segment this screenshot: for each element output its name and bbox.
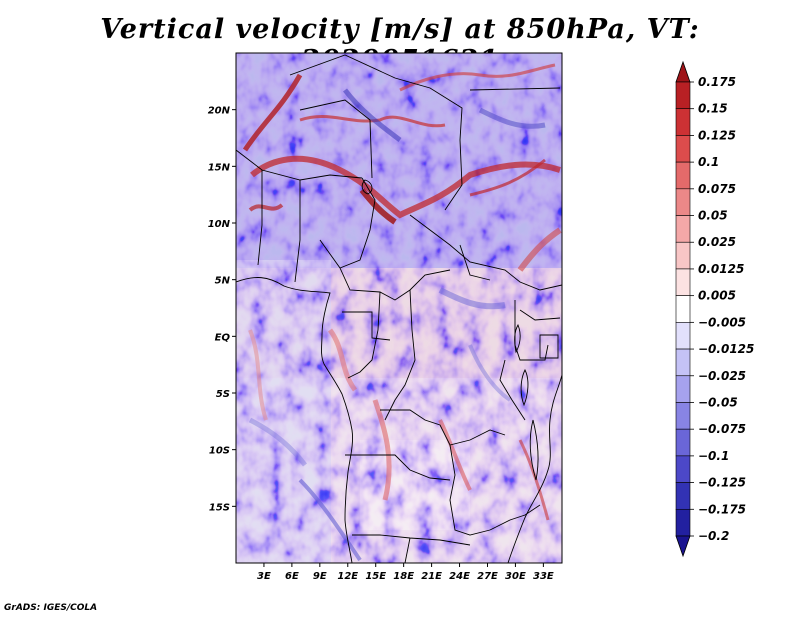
colorbar-swatch	[675, 215, 691, 243]
lon-tick-label: 3E	[257, 571, 271, 582]
colorbar-label: −0.2	[698, 529, 729, 543]
colorbar-swatch	[675, 322, 691, 350]
colorbar-swatch	[675, 402, 691, 430]
colorbar-label: −0.075	[698, 422, 746, 436]
colorbar-label: 0.0125	[698, 262, 744, 276]
colorbar-swatch	[675, 455, 691, 483]
lon-tick-label: 21E	[421, 571, 442, 582]
colorbar-min-arrow	[675, 535, 691, 558]
colorbar-label: −0.005	[698, 315, 746, 329]
grads-credit: GrADS: IGES/COLA	[4, 603, 98, 613]
colorbar-label: 0.025	[698, 235, 736, 249]
vertical-velocity-field	[236, 53, 562, 563]
colorbar-label: 0.1	[698, 155, 719, 169]
colorbar-swatch	[675, 375, 691, 403]
colorbar-swatch	[675, 108, 691, 136]
colorbar-label: 0.075	[698, 182, 736, 196]
colorbar-label: 0.005	[698, 289, 736, 303]
lat-tick-label: 15S	[209, 502, 230, 513]
lon-tick-label: 33E	[533, 571, 554, 582]
colorbar-label: −0.1	[698, 449, 729, 463]
colorbar-swatch	[675, 348, 691, 377]
lat-tick-label: 10S	[209, 446, 230, 457]
colorbar-label: −0.125	[698, 476, 746, 490]
colorbar-swatch	[675, 428, 691, 457]
colorbar-label: 0.175	[698, 75, 736, 89]
longitude-axis: 3E 6E 9E 12E 15E 18E 21E 24E 27E 30E 33E	[257, 563, 554, 582]
colorbar-label: 0.05	[698, 209, 728, 223]
lon-tick-label: 27E	[477, 571, 498, 582]
lat-tick-label: EQ	[215, 332, 231, 343]
colorbar-swatch	[675, 135, 691, 163]
lon-tick-label: 24E	[449, 571, 470, 582]
plot-frame	[235, 52, 563, 564]
colorbar: 0.175 0.15 0.125 0.1 0.075 0.05 0.025 0.0125 0.0…	[675, 60, 754, 558]
colorbar-swatch	[675, 241, 691, 270]
lat-tick-label: 15N	[208, 162, 231, 173]
lon-tick-label: 15E	[365, 571, 386, 582]
lat-tick-label: 5N	[215, 276, 231, 287]
colorbar-label: −0.0125	[698, 342, 754, 356]
colorbar-swatch	[675, 295, 691, 323]
colorbar-label: −0.025	[698, 369, 746, 383]
latitude-axis: 20N 15N 10N 5N EQ 5S 10S 15S	[208, 106, 236, 513]
lon-tick-label: 12E	[337, 571, 358, 582]
colorbar-swatch	[675, 161, 691, 190]
colorbar-label: 0.15	[698, 102, 728, 116]
lat-tick-label: 20N	[208, 106, 231, 117]
colorbar-swatch	[675, 268, 691, 296]
colorbar-label: −0.175	[698, 502, 746, 516]
lat-tick-label: 10N	[208, 219, 231, 230]
lon-tick-label: 6E	[285, 571, 299, 582]
colorbar-label: 0.125	[698, 128, 736, 142]
lon-tick-label: 9E	[313, 571, 327, 582]
lon-tick-label: 30E	[505, 571, 526, 582]
colorbar-max-arrow	[675, 60, 691, 83]
colorbar-swatch	[675, 188, 691, 216]
colorbar-swatch	[675, 508, 691, 537]
lat-tick-label: 5S	[216, 389, 230, 400]
country-borders	[236, 54, 562, 563]
colorbar-label: −0.05	[698, 395, 738, 409]
colorbar-swatch	[675, 81, 691, 110]
colorbar-swatch	[675, 482, 691, 510]
lon-tick-label: 18E	[393, 571, 414, 582]
